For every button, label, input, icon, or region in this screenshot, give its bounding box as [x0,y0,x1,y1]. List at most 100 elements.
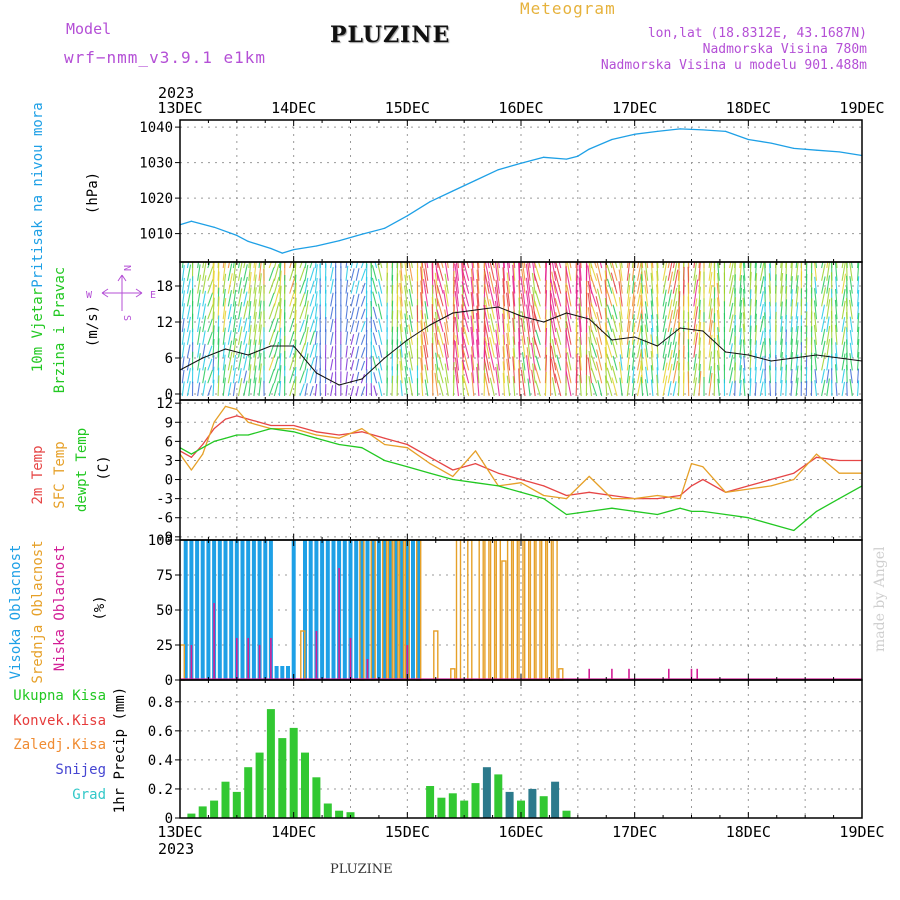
wind-vector [372,355,378,371]
high-cloud-bar [314,540,319,680]
wind-vector [821,328,826,345]
wind-vector [604,297,608,320]
wind-vector [650,327,654,345]
wind-vector [739,365,742,384]
wind-vector [424,301,429,320]
wind-vector [512,348,516,371]
compass-east: E [150,290,156,301]
wind-vector [258,311,262,333]
wind-vector [399,349,403,371]
wind-vector [640,274,644,294]
wind-vector [596,273,603,294]
temp-dewpoint-line-point [247,434,249,436]
wind-vector [304,262,307,269]
wind-vector [729,354,734,371]
pressure-line-point [384,227,386,229]
wind-vector [373,372,378,384]
wind-vector [330,262,333,269]
wind-vector [754,262,757,281]
precip-axis-label: 1hr Precip (mm) [112,687,128,813]
wind-vector [360,320,366,333]
wind-vector [651,262,654,269]
wind-vector [355,306,360,320]
wind-vector [708,262,713,281]
wind-vector [273,287,281,307]
temp-2m-line-point [338,434,340,436]
wind-vector [565,321,572,345]
wind-vector [212,355,215,371]
wind-vector [454,263,460,294]
precip-bar [266,709,275,818]
wind-vector [506,280,511,307]
wind-vector [304,383,308,397]
wind-vector [618,281,623,307]
wind-vector [502,267,506,294]
wind-vector [650,314,654,333]
wind-vector [314,303,318,320]
wind-vector [749,367,752,384]
pressure-line-point [577,155,579,157]
precip-bar [494,774,503,818]
wind-vector [780,380,783,397]
wind-vector [268,329,276,345]
wind-vector [476,293,480,320]
wind-vector [409,367,413,384]
footer-station: PLUZINE [330,862,393,877]
low-cloud-bar [190,645,193,680]
wind-vector [309,344,315,358]
wind-vector [742,323,746,345]
wind-vector [304,314,309,333]
temp-2m-line-point [793,472,795,474]
wind-vector [506,323,511,345]
low-cloud-bar [668,668,670,680]
wind-vector [849,378,853,397]
wind-vector [764,378,766,397]
wind-vector [551,339,557,358]
wind-vector [759,276,765,294]
wind-vector [360,295,366,307]
wind-vector [314,291,318,307]
high-cloud-bar [303,540,307,680]
wind-vector [355,371,360,384]
wind-vector [743,367,746,384]
wind-vector [677,362,681,384]
wind-vector [377,263,383,281]
temp-sfc-line-point [543,494,545,497]
wind-vector [440,262,444,269]
wind-vector [186,264,192,281]
temp-sfc-line-point [634,498,636,500]
wind-vector [506,343,511,371]
wind-vector [355,386,359,397]
y-tick-label: 0 [165,473,173,489]
wind-vector [181,369,185,384]
wind-vector [587,357,593,384]
wind-vector [404,327,408,345]
wind-vector [662,262,665,269]
wind-vector [494,262,500,294]
wind-vector [718,262,720,269]
compass-west: W [86,290,93,301]
precip-bar [210,800,219,818]
wind-vector [431,369,434,397]
wind-vector [708,320,713,345]
precip-bar [517,800,525,818]
wind-vector [289,330,295,345]
wind-vector [769,262,772,269]
wind-vector [461,268,470,294]
wind-vector [640,340,644,358]
wind-vector [591,355,598,371]
wind-vector [377,278,383,294]
wind-vector [502,361,506,384]
wind-vector [626,262,629,269]
wind-vector [520,293,526,320]
wind-vector [604,346,608,371]
low-cloud-bar [628,668,630,680]
precip-bar [482,767,491,818]
wind-vector [496,323,500,345]
cloud-label-high: Visoka Oblacnost [8,545,24,680]
wind-vector [299,304,306,320]
pressure-line-point [725,130,727,132]
wind-vector [436,309,444,333]
wind-vector [330,346,334,358]
